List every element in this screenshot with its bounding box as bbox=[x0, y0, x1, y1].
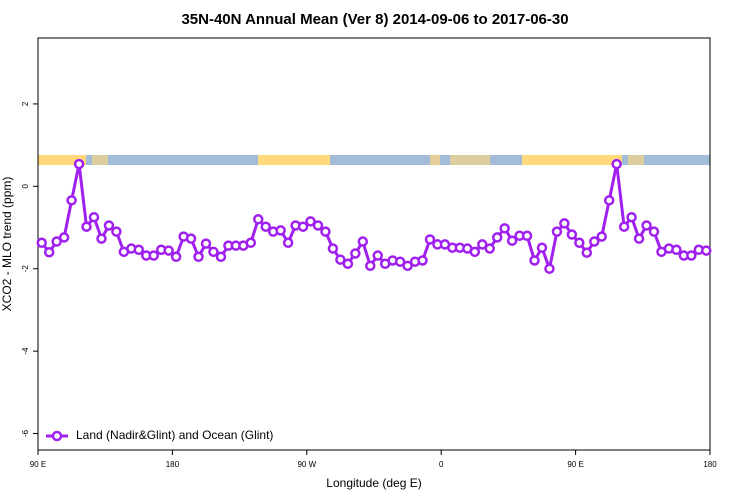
data-point bbox=[618, 221, 630, 232]
data-point bbox=[581, 247, 593, 258]
y-tick-label: -4 bbox=[21, 347, 30, 355]
data-point bbox=[253, 214, 264, 225]
data-point bbox=[357, 236, 369, 247]
data-point bbox=[424, 234, 436, 245]
data-point bbox=[641, 220, 652, 231]
x-tick-label: 90 W bbox=[297, 460, 316, 469]
y-tick-label: 2 bbox=[21, 101, 30, 106]
data-point bbox=[96, 233, 107, 244]
data-point bbox=[484, 243, 495, 254]
data-point bbox=[133, 244, 145, 256]
y-axis-label: XCO2 - MLO trend (ppm) bbox=[0, 177, 14, 312]
data-point bbox=[297, 221, 309, 232]
data-point bbox=[559, 218, 570, 229]
data-point bbox=[111, 226, 122, 237]
data-point bbox=[335, 254, 346, 265]
land-band bbox=[92, 155, 108, 165]
data-point bbox=[574, 237, 585, 249]
y-tick-label: -2 bbox=[21, 265, 30, 273]
data-point bbox=[260, 221, 271, 232]
data-point bbox=[163, 245, 174, 256]
data-point bbox=[245, 237, 257, 249]
data-point bbox=[81, 221, 92, 232]
data-point bbox=[499, 223, 510, 234]
data-point bbox=[521, 230, 533, 242]
data-point bbox=[536, 242, 548, 253]
data-point bbox=[275, 225, 286, 236]
data-point bbox=[36, 237, 47, 249]
x-tick-label: 0 bbox=[439, 460, 444, 469]
data-point bbox=[51, 236, 62, 247]
x-tick-label: 180 bbox=[166, 460, 180, 469]
land-ocean-band bbox=[38, 155, 710, 165]
data-point bbox=[320, 226, 331, 237]
data-point bbox=[148, 250, 159, 261]
data-point bbox=[701, 245, 712, 256]
land-band bbox=[430, 155, 440, 165]
data-point bbox=[185, 233, 197, 244]
x-tick-label: 90 E bbox=[567, 460, 583, 469]
land-band bbox=[450, 155, 490, 165]
data-point bbox=[215, 251, 227, 263]
ocean-band bbox=[38, 155, 710, 165]
data-point bbox=[66, 195, 77, 206]
data-point bbox=[200, 238, 212, 249]
land-band bbox=[522, 155, 622, 165]
x-tick-label: 90 E bbox=[30, 460, 46, 469]
data-point bbox=[282, 237, 294, 249]
land-band bbox=[38, 155, 86, 165]
data-point bbox=[350, 248, 361, 259]
data-point bbox=[312, 220, 324, 231]
data-point bbox=[589, 236, 600, 247]
data-point bbox=[193, 251, 204, 263]
data-point bbox=[551, 226, 563, 237]
data-point bbox=[671, 244, 682, 256]
data-point bbox=[603, 195, 615, 206]
data-point bbox=[626, 211, 637, 223]
data-point bbox=[529, 255, 540, 266]
data-point bbox=[506, 235, 518, 246]
x-axis-label: Longitude (deg E) bbox=[326, 476, 421, 490]
data-point bbox=[544, 263, 555, 274]
data-point bbox=[372, 250, 383, 261]
data-point bbox=[633, 233, 645, 244]
land-band bbox=[628, 155, 644, 165]
data-point bbox=[596, 231, 607, 242]
x-tick-label: 180 bbox=[703, 460, 717, 469]
data-point bbox=[43, 246, 55, 258]
data-point bbox=[648, 226, 660, 237]
data-point bbox=[342, 258, 354, 270]
legend-label: Land (Nadir&Glint) and Ocean (Glint) bbox=[76, 428, 273, 442]
data-point bbox=[88, 211, 100, 223]
data-point bbox=[477, 239, 488, 250]
y-tick-label: 0 bbox=[21, 184, 30, 189]
data-point bbox=[566, 229, 578, 240]
legend-marker bbox=[51, 430, 63, 442]
y-tick-label: -6 bbox=[21, 429, 30, 437]
plot-frame bbox=[37, 37, 711, 451]
data-point bbox=[365, 260, 376, 272]
data-point bbox=[611, 158, 622, 170]
data-point bbox=[208, 246, 219, 258]
data-point bbox=[417, 255, 428, 266]
data-point bbox=[394, 256, 406, 267]
data-point bbox=[491, 232, 503, 243]
data-point bbox=[170, 251, 182, 263]
data-point bbox=[402, 260, 413, 272]
chart-title: 35N-40N Annual Mean (Ver 8) 2014-09-06 t… bbox=[181, 11, 568, 28]
data-point bbox=[103, 220, 115, 231]
land-band bbox=[258, 155, 330, 165]
data-point bbox=[73, 158, 85, 170]
data-point bbox=[58, 232, 70, 243]
data-point bbox=[327, 243, 339, 254]
data-point bbox=[469, 246, 481, 258]
data-point bbox=[305, 216, 316, 227]
data-point bbox=[686, 250, 697, 261]
